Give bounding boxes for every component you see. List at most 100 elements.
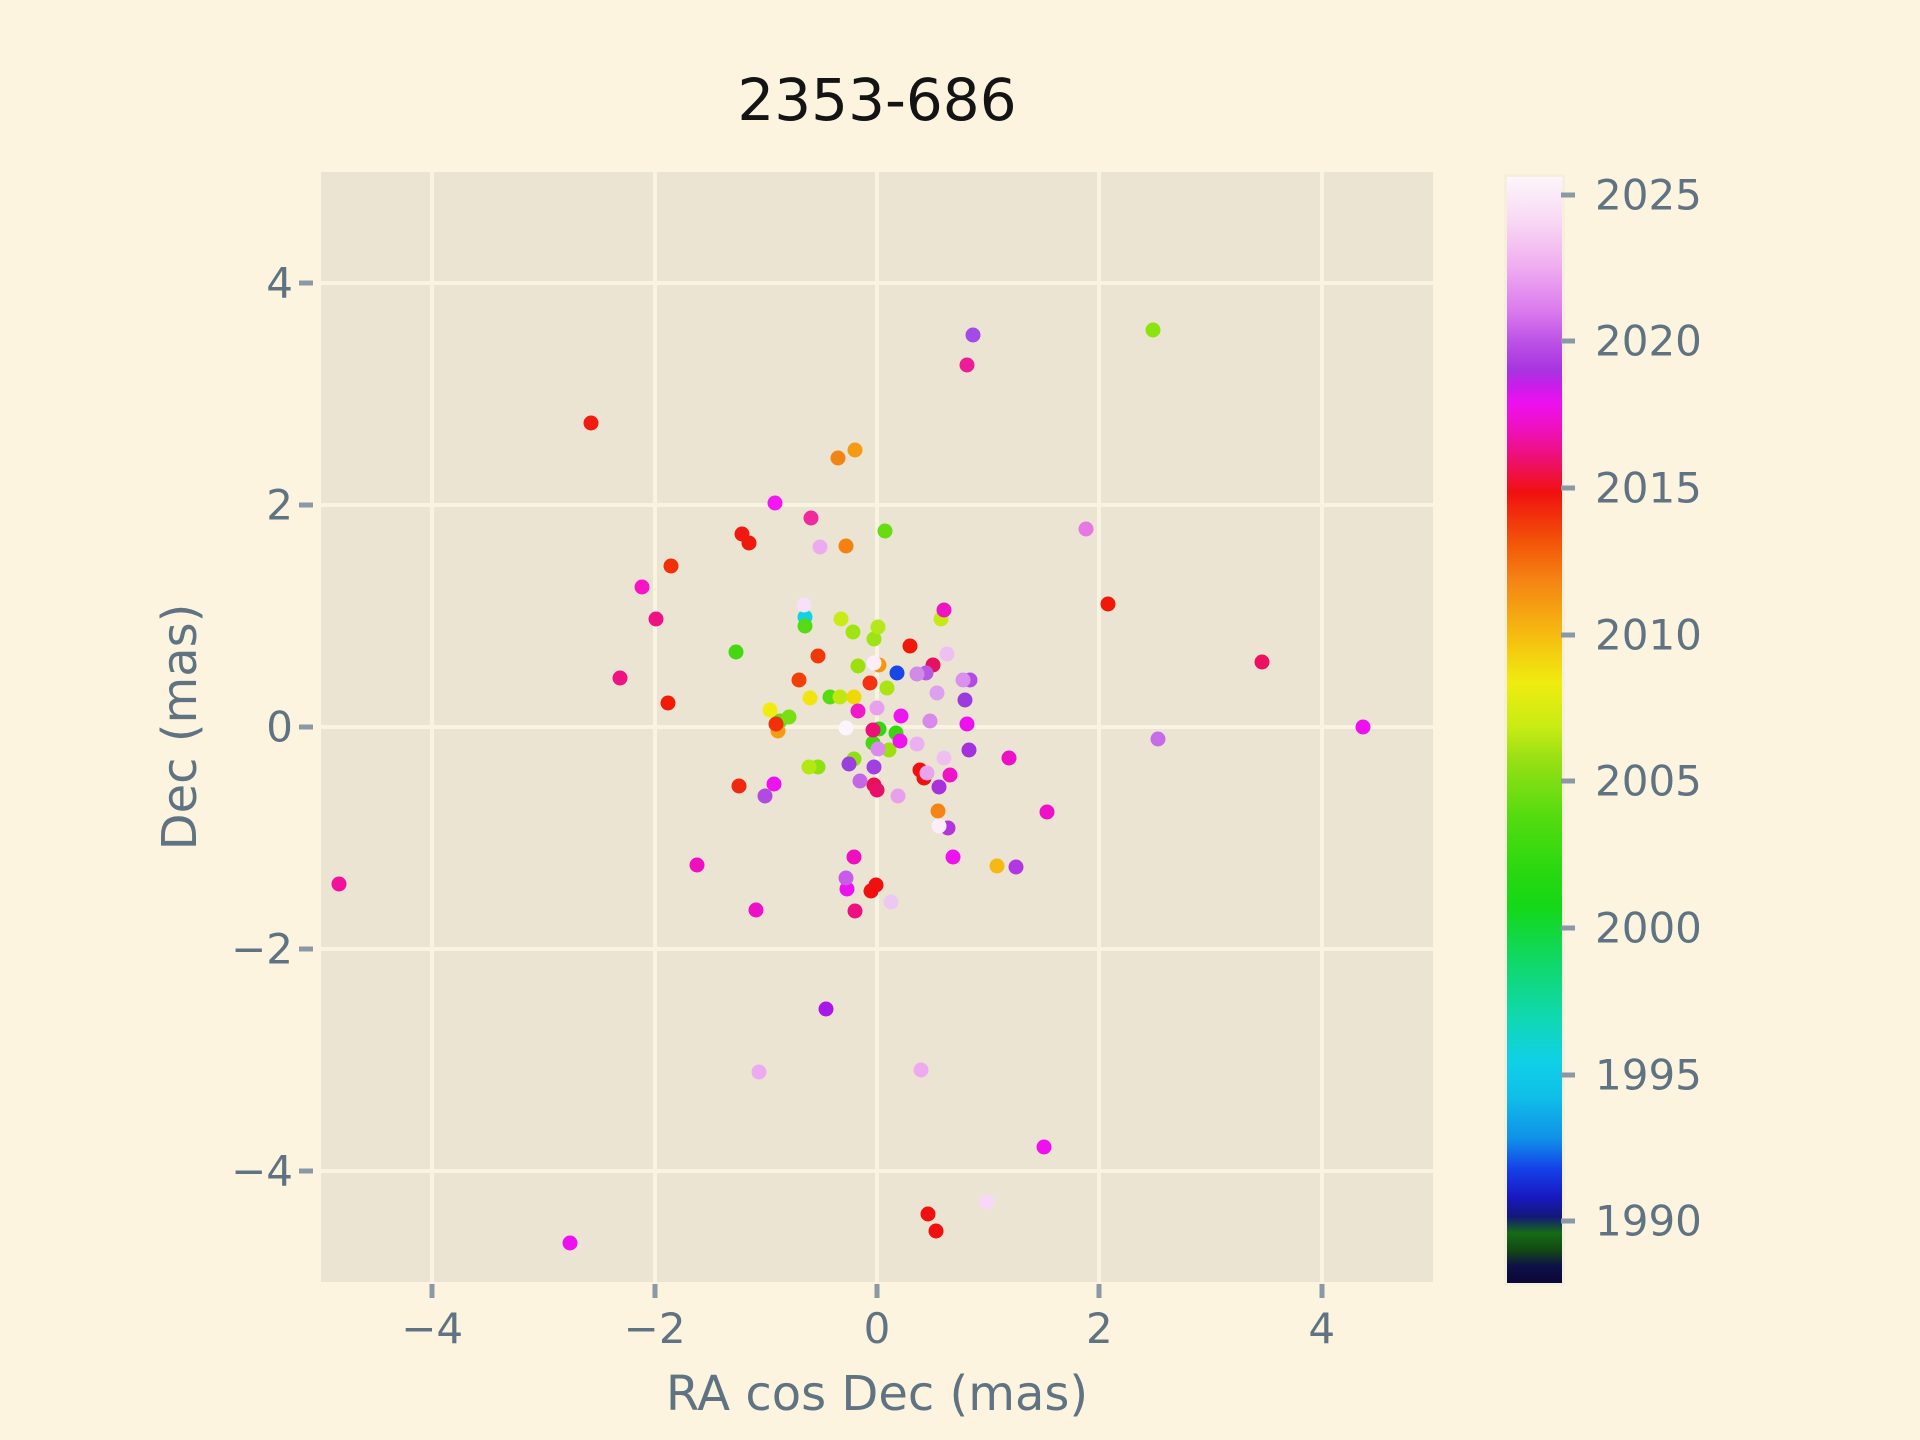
colorbar-tick-mark	[1561, 778, 1575, 784]
scatter-point	[881, 742, 897, 758]
scatter-point	[1078, 521, 1094, 537]
scatter-point	[1254, 654, 1270, 669]
scatter-point	[936, 750, 952, 766]
scatter-point	[833, 611, 849, 627]
scatter-point	[939, 646, 955, 662]
scatter-point	[1001, 750, 1017, 766]
colorbar-tick-label: 2015	[1595, 463, 1702, 513]
scatter-point	[847, 442, 863, 457]
scatter-point	[791, 672, 807, 688]
scatter-point	[562, 1235, 578, 1251]
scatter-point	[767, 495, 783, 511]
scatter-point	[728, 644, 744, 660]
colorbar-tick-label: 2020	[1595, 316, 1702, 366]
scatter-point	[870, 619, 886, 635]
scatter-point	[802, 690, 818, 706]
gridline-horizontal	[321, 947, 1433, 951]
gridline-horizontal	[321, 281, 1433, 285]
scatter-point	[961, 742, 977, 758]
scatter-point	[945, 849, 961, 865]
scatter-point	[689, 857, 705, 873]
scatter-point	[866, 631, 882, 647]
scatter-point	[930, 803, 946, 819]
scatter-point	[863, 883, 879, 899]
gridline-horizontal	[321, 1169, 1433, 1173]
scatter-point	[768, 716, 784, 732]
scatter-point	[879, 680, 895, 696]
scatter-point	[909, 736, 925, 752]
colorbar-tick-label: 2000	[1595, 903, 1702, 953]
scatter-point	[660, 695, 676, 711]
scatter-point	[846, 849, 862, 865]
x-tick-label: −2	[623, 1304, 686, 1353]
x-tick-label: −4	[401, 1304, 464, 1353]
plot-area	[321, 172, 1433, 1282]
scatter-point	[919, 765, 935, 780]
scatter-point	[838, 870, 854, 886]
scatter-point	[838, 538, 854, 554]
scatter-point	[959, 716, 975, 732]
gridline-horizontal	[321, 503, 1433, 507]
y-tick-mark	[299, 946, 313, 952]
colorbar-tick-mark	[1561, 338, 1575, 344]
scatter-point	[757, 788, 773, 804]
scatter-point	[741, 535, 757, 551]
scatter-point	[766, 776, 782, 792]
colorbar-tick-mark	[1561, 1072, 1575, 1078]
scatter-point	[751, 1064, 767, 1080]
y-tick-label: −4	[231, 1146, 293, 1196]
scatter-point	[762, 702, 778, 718]
scatter-point	[942, 767, 958, 783]
scatter-point	[812, 539, 828, 555]
scatter-point	[931, 818, 947, 834]
scatter-point	[929, 685, 945, 701]
colorbar-tick-label: 2005	[1595, 756, 1702, 806]
scatter-point	[846, 689, 862, 705]
y-tick-label: 4	[266, 258, 293, 308]
scatter-point	[893, 708, 909, 724]
scatter-point	[847, 903, 863, 919]
scatter-point	[818, 1001, 834, 1017]
colorbar-tick-mark	[1561, 632, 1575, 638]
colorbar-tick-mark	[1561, 485, 1575, 491]
scatter-point	[648, 611, 664, 627]
y-tick-mark	[299, 502, 313, 508]
scatter-point	[612, 670, 628, 686]
y-tick-mark	[299, 724, 313, 730]
scatter-point	[883, 894, 899, 910]
scatter-point	[920, 1206, 936, 1222]
scatter-point	[869, 700, 885, 716]
scatter-point	[1039, 804, 1055, 820]
y-tick-label: 0	[266, 702, 293, 752]
x-tick-label: 2	[1086, 1304, 1113, 1353]
x-tick-label: 0	[863, 1304, 891, 1353]
scatter-point	[850, 658, 866, 674]
scatter-point	[810, 648, 826, 664]
scatter-point	[583, 415, 599, 431]
scatter-point	[803, 510, 819, 526]
x-tick-mark	[429, 1284, 435, 1298]
scatter-point	[955, 672, 971, 688]
scatter-point	[869, 782, 885, 798]
plot-title: 2353-686	[737, 66, 1017, 134]
scatter-point	[902, 638, 918, 654]
y-tick-mark	[299, 280, 313, 286]
scatter-point	[928, 1223, 944, 1239]
scatter-point	[957, 692, 973, 708]
scatter-point	[979, 1194, 995, 1210]
scatter-point	[634, 579, 650, 595]
scatter-point	[866, 655, 882, 671]
colorbar-tick-mark	[1561, 925, 1575, 931]
scatter-point	[845, 624, 861, 640]
colorbar	[1504, 174, 1565, 1286]
scatter-point	[862, 675, 878, 691]
scatter-point	[796, 597, 812, 613]
scatter-point	[890, 788, 906, 804]
scatter-point	[731, 778, 747, 794]
scatter-point	[959, 357, 975, 373]
scatter-point	[936, 602, 952, 618]
y-tick-label: −2	[231, 924, 293, 974]
x-tick-mark	[1319, 1284, 1325, 1298]
colorbar-tick-label: 1995	[1595, 1050, 1702, 1100]
scatter-point	[748, 902, 764, 918]
